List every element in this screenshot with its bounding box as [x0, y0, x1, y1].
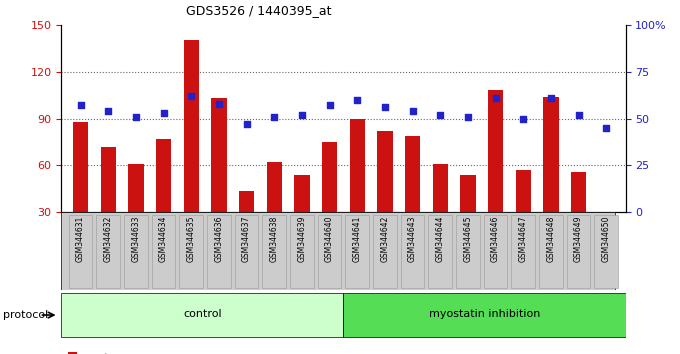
FancyBboxPatch shape [345, 215, 369, 288]
Point [186, 93, 197, 99]
Point [241, 121, 252, 127]
FancyBboxPatch shape [456, 215, 480, 288]
Bar [571, 172, 586, 259]
Text: GSM344636: GSM344636 [214, 216, 224, 262]
Point [75, 103, 86, 108]
Text: GSM344645: GSM344645 [463, 216, 473, 262]
Point [131, 114, 141, 120]
Text: count: count [80, 353, 109, 354]
Text: GSM344635: GSM344635 [187, 216, 196, 262]
Point [296, 112, 307, 118]
Text: GSM344647: GSM344647 [519, 216, 528, 262]
Bar [239, 190, 254, 259]
FancyBboxPatch shape [566, 215, 590, 288]
Point [214, 101, 224, 107]
Text: GSM344641: GSM344641 [353, 216, 362, 262]
Bar [211, 98, 226, 259]
FancyBboxPatch shape [97, 215, 120, 288]
Point [517, 116, 528, 121]
Point [352, 97, 362, 103]
Bar [350, 119, 365, 259]
FancyBboxPatch shape [152, 215, 175, 288]
Bar [488, 90, 503, 259]
Point [601, 125, 612, 131]
Text: GSM344646: GSM344646 [491, 216, 500, 262]
Text: GSM344634: GSM344634 [159, 216, 168, 262]
Text: GSM344648: GSM344648 [547, 216, 556, 262]
Text: GDS3526 / 1440395_at: GDS3526 / 1440395_at [186, 4, 331, 17]
FancyBboxPatch shape [124, 215, 148, 288]
Point [407, 108, 418, 114]
Bar [322, 142, 337, 259]
FancyBboxPatch shape [483, 215, 507, 288]
Text: GSM344640: GSM344640 [325, 216, 334, 262]
Bar [294, 175, 309, 259]
Text: control: control [183, 309, 222, 319]
Text: GSM344638: GSM344638 [270, 216, 279, 262]
FancyBboxPatch shape [594, 215, 618, 288]
Text: GSM344642: GSM344642 [380, 216, 390, 262]
Bar [377, 131, 392, 259]
FancyBboxPatch shape [539, 215, 563, 288]
Text: GSM344632: GSM344632 [104, 216, 113, 262]
FancyBboxPatch shape [180, 215, 203, 288]
Text: GSM344644: GSM344644 [436, 216, 445, 262]
Text: GSM344649: GSM344649 [574, 216, 583, 262]
Text: GSM344631: GSM344631 [76, 216, 85, 262]
Point [490, 95, 501, 101]
Text: GSM344639: GSM344639 [297, 216, 307, 262]
FancyBboxPatch shape [511, 215, 535, 288]
Bar [432, 164, 448, 259]
Point [158, 110, 169, 116]
Bar [460, 175, 475, 259]
Text: GSM344650: GSM344650 [602, 216, 611, 262]
Text: myostatin inhibition: myostatin inhibition [429, 309, 540, 319]
FancyBboxPatch shape [235, 215, 258, 288]
Point [324, 103, 335, 108]
Text: GSM344643: GSM344643 [408, 216, 417, 262]
Point [269, 114, 279, 120]
Bar [267, 162, 282, 259]
Text: GSM344633: GSM344633 [131, 216, 140, 262]
FancyBboxPatch shape [61, 293, 343, 337]
FancyBboxPatch shape [207, 215, 231, 288]
Bar [515, 170, 531, 259]
Bar [73, 122, 88, 259]
Bar [101, 147, 116, 259]
Bar [156, 139, 171, 259]
FancyBboxPatch shape [262, 215, 286, 288]
Bar [598, 212, 614, 259]
Point [545, 95, 556, 101]
Point [379, 104, 390, 110]
Text: protocol: protocol [3, 310, 49, 320]
Point [435, 112, 445, 118]
FancyBboxPatch shape [318, 215, 341, 288]
Point [103, 108, 114, 114]
Point [573, 112, 584, 118]
FancyBboxPatch shape [290, 215, 313, 288]
FancyBboxPatch shape [69, 215, 92, 288]
Bar [405, 136, 420, 259]
Text: GSM344637: GSM344637 [242, 216, 251, 262]
Bar [543, 97, 558, 259]
FancyBboxPatch shape [373, 215, 397, 288]
FancyBboxPatch shape [343, 293, 626, 337]
FancyBboxPatch shape [401, 215, 424, 288]
FancyBboxPatch shape [428, 215, 452, 288]
Bar [129, 164, 143, 259]
Bar [184, 40, 199, 259]
Point [462, 114, 473, 120]
